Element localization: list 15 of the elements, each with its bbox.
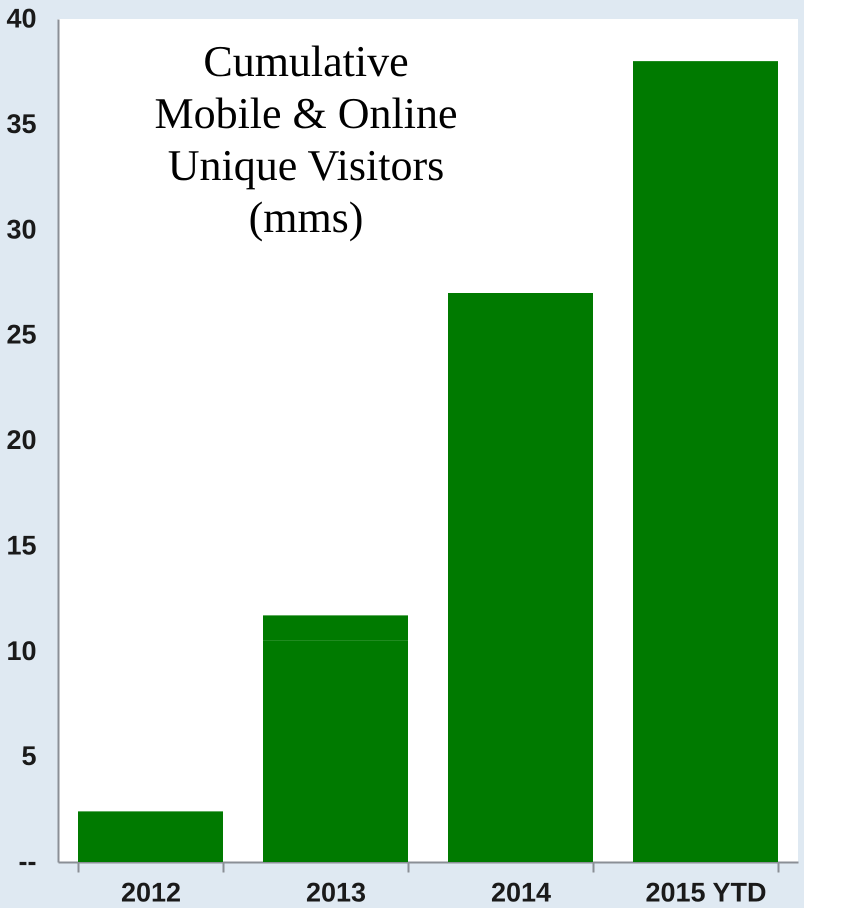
x-tick-label: 2015 YTD: [645, 878, 767, 908]
y-tick-label: 35: [6, 108, 36, 139]
x-tick-label: 2014: [490, 878, 552, 908]
x-tick-label: 2013: [306, 878, 366, 908]
y-tick-label: --: [18, 846, 36, 876]
y-tick-label: 40: [6, 4, 36, 34]
y-tick-label: 15: [6, 530, 36, 560]
y-tick-label: 30: [6, 214, 36, 244]
y-tick-label: 25: [6, 320, 36, 350]
y-tick-label: 5: [21, 741, 36, 772]
bar: [78, 811, 223, 862]
text: Cumulative Mobile & Online Unique Visitors (mms): [154, 37, 458, 242]
y-tick-label: 20: [6, 425, 36, 455]
y-tick-label: 10: [6, 636, 36, 666]
x-tick-label: 2012: [120, 878, 182, 908]
